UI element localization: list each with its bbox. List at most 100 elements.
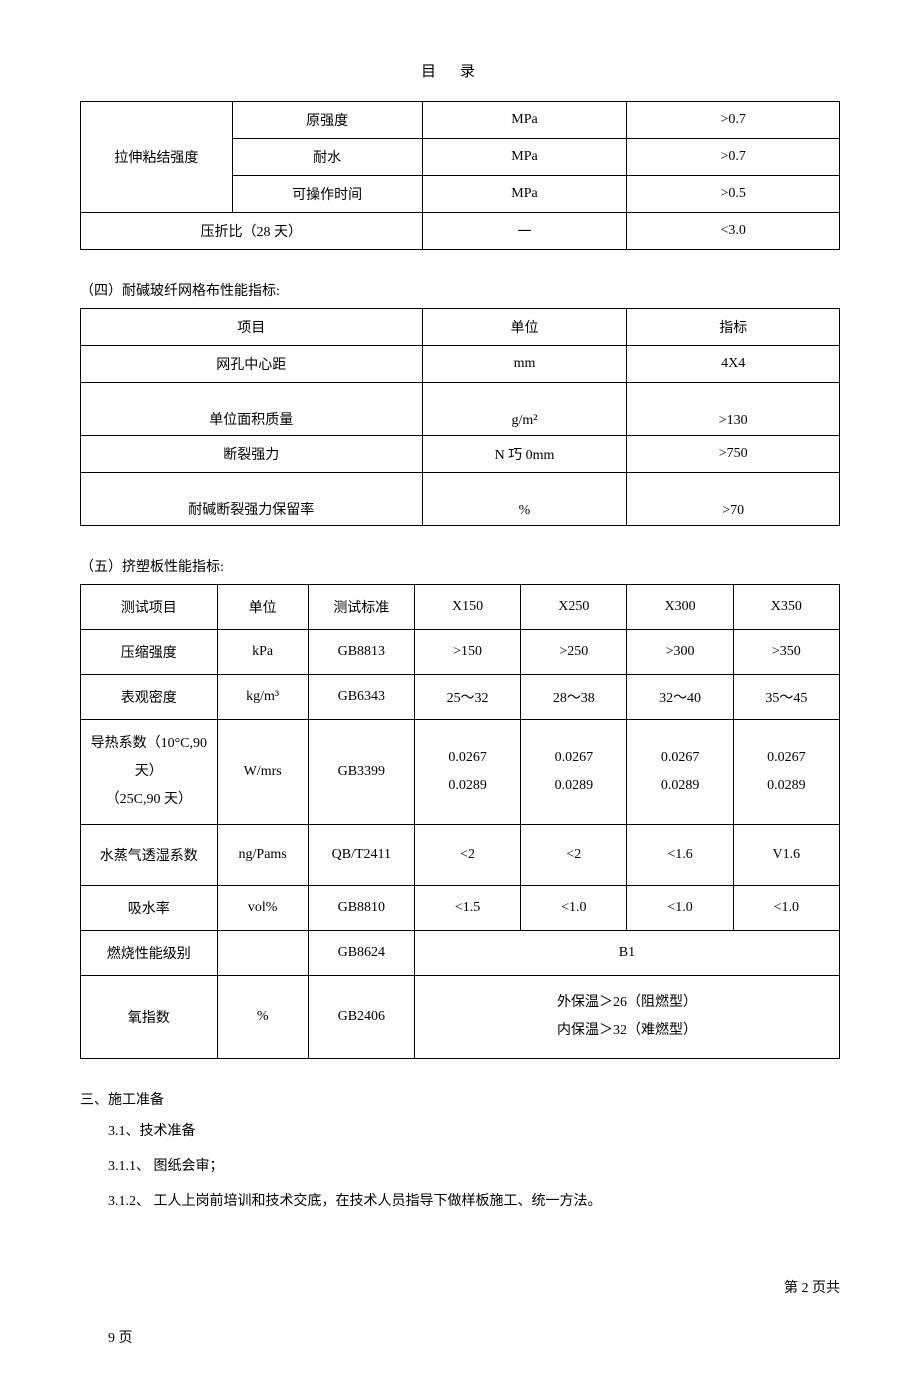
cell-merged: B1: [414, 931, 839, 976]
table-row: 压折比（28 天） 一 <3.0: [81, 213, 840, 250]
cell: GB8813: [308, 630, 414, 675]
cell-header: 项目: [81, 309, 423, 346]
cell-header: 指标: [627, 309, 840, 346]
cell: GB3399: [308, 720, 414, 825]
table-row: 断裂强力 N 巧 0mm >750: [81, 436, 840, 473]
cell: W/mrs: [217, 720, 308, 825]
table-xps: 测试项目 单位 测试标准 X150 X250 X300 X350 压缩强度 kP…: [80, 584, 840, 1059]
cell: GB2406: [308, 976, 414, 1059]
cell: >300: [627, 630, 733, 675]
cell: >0.7: [627, 102, 840, 139]
cell-header: X150: [414, 585, 520, 630]
page-footer-left: 9 页: [80, 1327, 840, 1347]
cell: >0.7: [627, 139, 840, 176]
cell: MPa: [422, 139, 627, 176]
cell: g/m²: [422, 383, 627, 436]
cell: 氧指数: [81, 976, 218, 1059]
cell: MPa: [422, 176, 627, 213]
cell: 压折比（28 天）: [81, 213, 423, 250]
paragraph-3-1-1: 3.1.1、 图纸会审；: [80, 1152, 840, 1183]
cell: 一: [422, 213, 627, 250]
cell-header: 测试标准: [308, 585, 414, 630]
cell: vol%: [217, 886, 308, 931]
cell: 燃烧性能级别: [81, 931, 218, 976]
cell: 导热系数（10°C,90天）（25C,90 天）: [81, 720, 218, 825]
cell: <3.0: [627, 213, 840, 250]
cell: 35〜45: [733, 675, 839, 720]
cell-merged: 外保温＞26（阻燃型）内保温＞32（难燃型）: [414, 976, 839, 1059]
cell: 25〜32: [414, 675, 520, 720]
table-tensile: 拉伸粘结强度 原强度 MPa >0.7 耐水 MPa >0.7 可操作时间 MP…: [80, 101, 840, 250]
cell: 吸水率: [81, 886, 218, 931]
table-row: 氧指数 % GB2406 外保温＞26（阻燃型）内保温＞32（难燃型）: [81, 976, 840, 1059]
cell: 水蒸气透湿系数: [81, 825, 218, 886]
cell: <1.0: [521, 886, 627, 931]
cell: >0.5: [627, 176, 840, 213]
cell: V1.6: [733, 825, 839, 886]
cell: 原强度: [232, 102, 422, 139]
cell: QB/T2411: [308, 825, 414, 886]
cell: <1.0: [627, 886, 733, 931]
cell: kPa: [217, 630, 308, 675]
cell: %: [217, 976, 308, 1059]
table-row: 表观密度 kg/m³ GB6343 25〜32 28〜38 32〜40 35〜4…: [81, 675, 840, 720]
cell: N 巧 0mm: [422, 436, 627, 473]
cell: 可操作时间: [232, 176, 422, 213]
section-heading-3: 三、施工准备: [80, 1089, 840, 1109]
cell: <1.6: [627, 825, 733, 886]
cell-rowspan-label: 拉伸粘结强度: [81, 102, 233, 213]
table-row: 压缩强度 kPa GB8813 >150 >250 >300 >350: [81, 630, 840, 675]
table-row: 导热系数（10°C,90天）（25C,90 天） W/mrs GB3399 0.…: [81, 720, 840, 825]
cell: 耐碱断裂强力保留率: [81, 473, 423, 526]
cell: 耐水: [232, 139, 422, 176]
table-row: 拉伸粘结强度 原强度 MPa >0.7: [81, 102, 840, 139]
table-row: 单位面积质量 g/m² >130: [81, 383, 840, 436]
paragraph-3-1-2: 3.1.2、 工人上岗前培训和技术交底，在技术人员指导下做样板施工、统一方法。: [80, 1187, 840, 1218]
cell: GB6343: [308, 675, 414, 720]
cell: 单位面积质量: [81, 383, 423, 436]
cell: >250: [521, 630, 627, 675]
cell: GB8810: [308, 886, 414, 931]
cell: >750: [627, 436, 840, 473]
cell: <1.5: [414, 886, 520, 931]
cell: 28〜38: [521, 675, 627, 720]
cell-header: X250: [521, 585, 627, 630]
page-title: 目录: [80, 60, 840, 81]
table-row: 吸水率 vol% GB8810 <1.5 <1.0 <1.0 <1.0: [81, 886, 840, 931]
cell: mm: [422, 346, 627, 383]
cell: 断裂强力: [81, 436, 423, 473]
section-heading-4: （四）耐碱玻纤网格布性能指标:: [80, 280, 840, 300]
cell: GB8624: [308, 931, 414, 976]
cell: kg/m³: [217, 675, 308, 720]
cell: >70: [627, 473, 840, 526]
cell: 4X4: [627, 346, 840, 383]
table-row: 耐碱断裂强力保留率 % >70: [81, 473, 840, 526]
cell: <2: [414, 825, 520, 886]
cell-header: 单位: [422, 309, 627, 346]
cell: 0.02670.0289: [627, 720, 733, 825]
table-mesh: 项目 单位 指标 网孔中心距 mm 4X4 单位面积质量 g/m² >130 断…: [80, 308, 840, 526]
cell: >130: [627, 383, 840, 436]
cell: 0.02670.0289: [521, 720, 627, 825]
table-row: 网孔中心距 mm 4X4: [81, 346, 840, 383]
cell: 表观密度: [81, 675, 218, 720]
table-row: 水蒸气透湿系数 ng/Pams QB/T2411 <2 <2 <1.6 V1.6: [81, 825, 840, 886]
cell: 压缩强度: [81, 630, 218, 675]
cell: >350: [733, 630, 839, 675]
cell: 32〜40: [627, 675, 733, 720]
cell: 0.02670.0289: [733, 720, 839, 825]
table-row: 测试项目 单位 测试标准 X150 X250 X300 X350: [81, 585, 840, 630]
cell: 网孔中心距: [81, 346, 423, 383]
paragraph-3-1: 3.1、技术准备: [80, 1117, 840, 1148]
cell: 0.02670.0289: [414, 720, 520, 825]
table-row: 项目 单位 指标: [81, 309, 840, 346]
cell-header: 测试项目: [81, 585, 218, 630]
cell: <1.0: [733, 886, 839, 931]
cell-header: X350: [733, 585, 839, 630]
cell-header: X300: [627, 585, 733, 630]
cell: ng/Pams: [217, 825, 308, 886]
cell: <2: [521, 825, 627, 886]
cell: >150: [414, 630, 520, 675]
page-footer-right: 第 2 页共: [80, 1277, 840, 1297]
section-heading-5: （五）挤塑板性能指标:: [80, 556, 840, 576]
